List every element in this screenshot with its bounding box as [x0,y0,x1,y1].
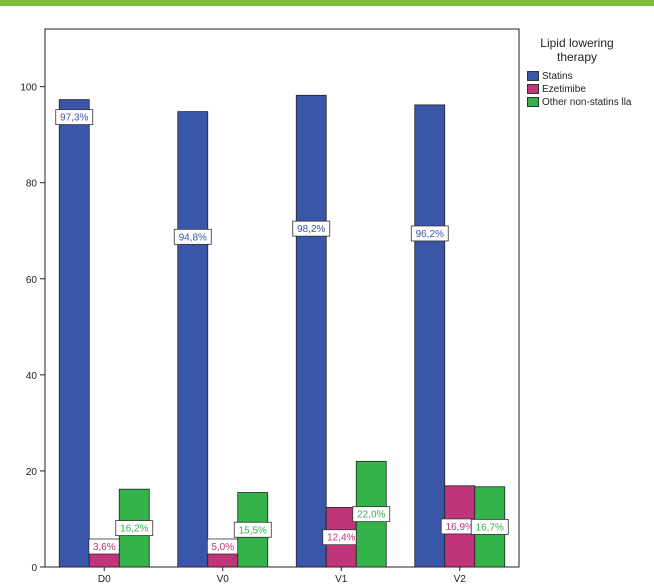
legend-label-other-non-statins: Other non-statins lla [542,96,632,108]
data-label-box [352,506,391,523]
data-label: 5,0% [211,542,234,553]
data-label: 98,2% [297,224,325,235]
legend-items: Statins Ezetimibe Other non-statins lla [527,70,654,108]
data-label: 97,3% [60,113,88,124]
data-label: 16,2% [120,524,148,535]
data-label: 3,6% [93,542,116,553]
x-tick-label: V1 [335,574,348,585]
bar [58,99,90,568]
data-label: 16,9% [446,522,474,533]
data-label-box [115,520,154,536]
legend-label-ezetimibe: Ezetimibe [542,83,586,95]
data-label: 12,4% [327,533,355,544]
data-label-box [292,220,331,237]
data-label-box [173,228,212,245]
bar [414,104,446,568]
x-tick-label: V2 [454,574,467,585]
legend-label-statins: Statins [542,70,573,82]
legend-swatch-other-non-statins [527,97,539,107]
y-tick-label: 80 [26,179,38,190]
legend-item-ezetimibe: Ezetimibe [527,83,654,95]
bar [295,94,327,568]
x-tick-label: V0 [217,574,230,585]
x-tick-label: D0 [98,574,111,585]
y-tick-label: 60 [26,275,38,286]
legend-item-statins: Statins [527,70,654,82]
plot-frame [44,28,520,568]
y-tick-label: 0 [31,563,37,574]
legend-item-other-non-statins: Other non-statins lla [527,96,654,108]
y-tick-label: 20 [26,467,38,478]
data-label: 94,8% [179,232,207,243]
data-label: 22,0% [357,510,385,521]
data-label-box [233,521,272,538]
data-label: 16,7% [476,522,504,533]
y-tick-label: 40 [26,371,38,382]
top-accent-bar [0,0,654,6]
data-label-box [410,225,449,242]
legend-title: Lipid lowering therapy [540,36,614,64]
bar [177,111,209,568]
legend-swatch-statins [527,71,539,81]
y-tick-label: 100 [20,83,37,94]
legend-swatch-ezetimibe [527,84,539,94]
data-label: 96,2% [416,229,444,240]
data-label: 15,5% [239,525,267,536]
data-label-box [470,518,509,535]
legend: Lipid lowering therapy Statins Ezetimibe… [527,36,654,108]
data-label-box [55,109,94,126]
